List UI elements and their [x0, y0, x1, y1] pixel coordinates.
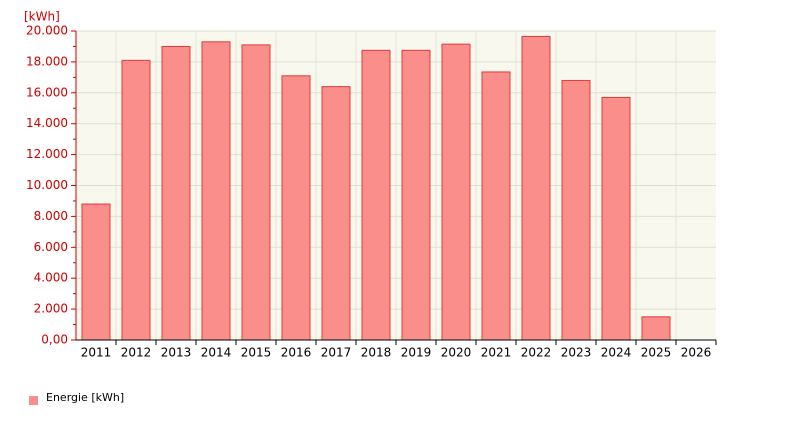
y-tick-label: 0,00 [41, 333, 68, 347]
y-tick-label: 12.000 [26, 147, 68, 161]
x-tick-label: 2026 [681, 346, 712, 360]
y-tick-label: 6.000 [34, 240, 68, 254]
x-tick-label: 2016 [281, 346, 312, 360]
bar [521, 35, 551, 341]
y-tick-label: 2.000 [34, 302, 68, 316]
bar [321, 86, 351, 341]
legend-label: Energie [kWh] [46, 391, 124, 404]
y-tick-label: 8.000 [34, 209, 68, 223]
y-tick-label: 18.000 [26, 54, 68, 68]
y-tick-label: 14.000 [26, 116, 68, 130]
x-tick-label: 2025 [641, 346, 672, 360]
x-tick-label: 2014 [201, 346, 232, 360]
bar [601, 96, 631, 341]
bar [81, 203, 111, 341]
legend-swatch [29, 396, 38, 405]
x-tick-label: 2019 [401, 346, 432, 360]
x-tick-label: 2015 [241, 346, 272, 360]
x-tick-label: 2017 [321, 346, 352, 360]
x-tick-label: 2013 [161, 346, 192, 360]
bar [401, 49, 431, 341]
y-tick-label: 10.000 [26, 178, 68, 192]
bar [361, 49, 391, 341]
bar [481, 71, 511, 341]
x-tick-label: 2012 [121, 346, 152, 360]
bar [641, 316, 671, 341]
x-tick-label: 2023 [561, 346, 592, 360]
x-tick-label: 2022 [521, 346, 552, 360]
y-axis-label: [kWh] [24, 10, 60, 24]
y-tick-label: 4.000 [34, 271, 68, 285]
bar [561, 79, 591, 341]
x-tick-label: 2020 [441, 346, 472, 360]
x-tick-label: 2011 [81, 346, 112, 360]
bar [241, 44, 271, 341]
bar [281, 75, 311, 341]
bar [201, 41, 231, 341]
x-tick-label: 2024 [601, 346, 632, 360]
y-tick-label: 20.000 [26, 24, 68, 38]
bar [161, 45, 191, 341]
x-tick-label: 2018 [361, 346, 392, 360]
x-tick-label: 2021 [481, 346, 512, 360]
y-tick-label: 16.000 [26, 85, 68, 99]
bar [441, 43, 471, 341]
bar [121, 59, 151, 341]
